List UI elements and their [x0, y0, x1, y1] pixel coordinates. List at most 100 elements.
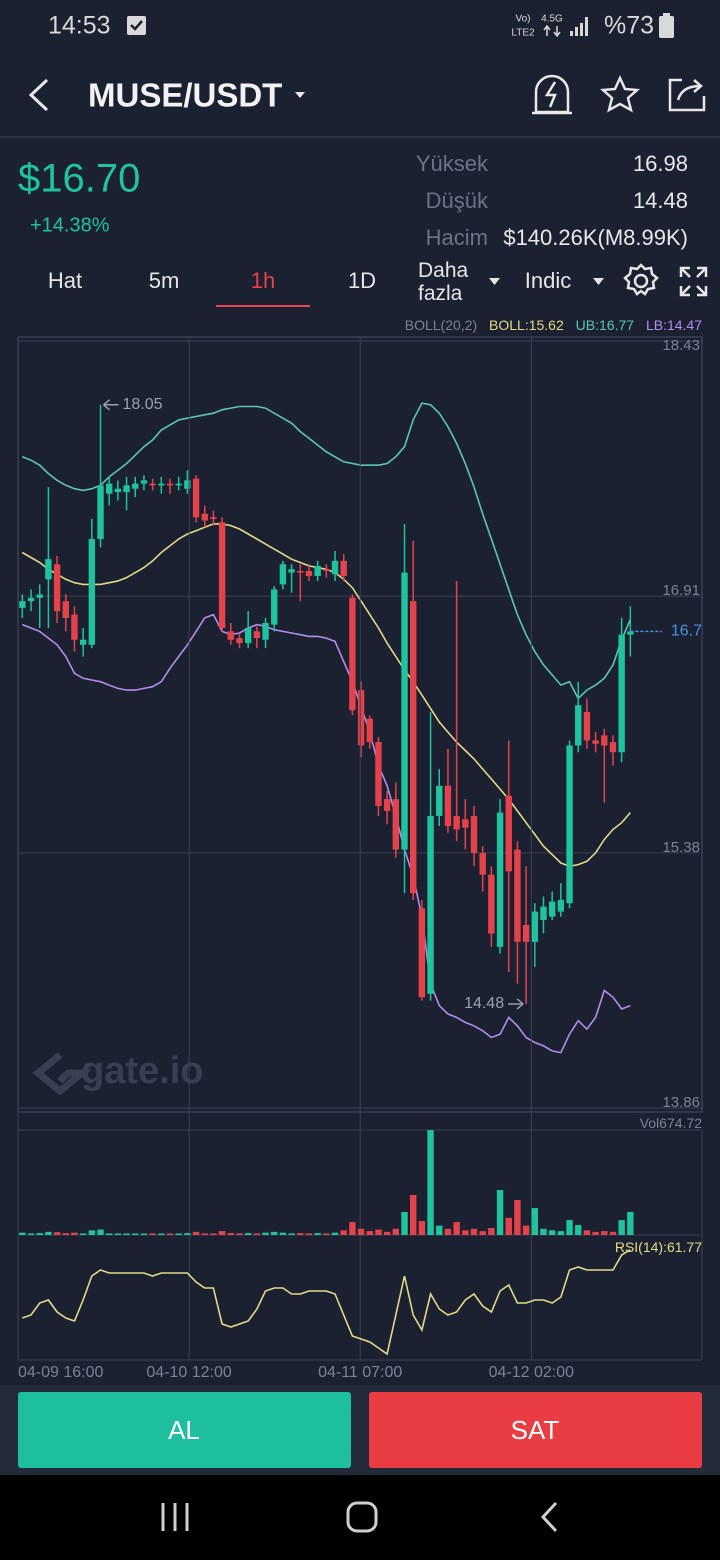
volume-bar: [314, 1233, 321, 1235]
nav-back[interactable]: [540, 1501, 558, 1533]
candle-body: [210, 517, 217, 519]
boll-name: BOLL(20,2): [405, 317, 477, 333]
status-arrows: [543, 24, 561, 38]
share-button[interactable]: [668, 78, 706, 112]
volume-bar: [627, 1211, 634, 1235]
boll-lower-label: LB:: [646, 317, 667, 333]
watermark-text: gate.io: [81, 1050, 203, 1092]
candle-body: [323, 569, 330, 571]
tab[interactable]: 1h: [251, 268, 275, 293]
candle-body: [366, 718, 373, 743]
candle-body: [314, 565, 321, 576]
volume-bar: [575, 1225, 582, 1235]
nav-home[interactable]: [346, 1501, 378, 1533]
y-tick-label: 18.43: [662, 337, 700, 354]
indic-dropdown[interactable]: [593, 278, 604, 285]
status-lte: LTE2: [511, 28, 535, 39]
candle-body: [192, 478, 200, 518]
volume-bar: [366, 1231, 373, 1235]
volume-bar: [132, 1233, 139, 1235]
candle-body: [462, 819, 469, 828]
volume-bar: [479, 1231, 486, 1235]
volume-bar: [305, 1233, 313, 1235]
volume-bar: [123, 1233, 130, 1235]
volume-bar: [149, 1233, 156, 1235]
candle-body: [479, 852, 486, 875]
stat-value: 14.48: [633, 188, 688, 213]
volume-bar: [540, 1228, 547, 1235]
candle-body: [470, 815, 478, 853]
volume-bar: [192, 1231, 200, 1235]
x-tick-label: 04-10 12:00: [146, 1364, 232, 1381]
stat-label: Yüksek: [416, 151, 489, 176]
candle-body: [392, 799, 400, 850]
volume-bar: [383, 1231, 391, 1235]
candle-body: [531, 911, 538, 942]
status-net: 4.5G: [541, 14, 563, 25]
candle-body: [71, 614, 78, 640]
volume-bar: [297, 1233, 304, 1235]
tab[interactable]: Indic: [525, 268, 571, 293]
candle-body: [601, 735, 608, 746]
watermark: gate.io: [32, 1050, 203, 1096]
volume-bar: [114, 1233, 122, 1235]
candle-body: [305, 570, 313, 576]
candle-body: [45, 559, 52, 580]
more-tab[interactable]: Daha fazla: [418, 259, 469, 305]
volume-bar: [427, 1130, 434, 1235]
battery-cap: [663, 13, 670, 17]
status-time: 14:53: [48, 12, 111, 40]
boll-upper: [22, 402, 632, 700]
volume-bar: [566, 1220, 573, 1235]
volume-bar: [496, 1190, 504, 1235]
volume-bar: [444, 1228, 452, 1235]
volume-bar: [253, 1233, 261, 1235]
candle-body: [514, 849, 521, 942]
volume-bar: [462, 1230, 469, 1235]
sell-label[interactable]: SAT: [511, 1415, 560, 1445]
tab[interactable]: 1D: [348, 268, 376, 293]
candle-body: [583, 711, 591, 741]
buy-button[interactable]: [18, 1392, 351, 1468]
candle-body: [357, 690, 365, 746]
ticker-stats: Yüksek 16.98 Düşük 14.48 Hacim $140.26K(M8.99…: [416, 151, 688, 250]
candle-body: [375, 742, 382, 806]
more-dropdown[interactable]: [489, 278, 500, 285]
y-tick-label: 13.86: [662, 1094, 700, 1111]
sell-button[interactable]: [369, 1392, 702, 1468]
nav-recents[interactable]: [161, 1503, 189, 1531]
settings-button[interactable]: [623, 263, 659, 296]
boll-legend: BOLL(20,2) BOLL:15.62 UB:16.77 LB:14.47: [405, 317, 702, 333]
volume-bar: [218, 1231, 226, 1235]
candle-body: [349, 597, 356, 711]
favorite-button[interactable]: [599, 74, 641, 113]
candle-body: [244, 627, 252, 644]
volume-bar: [140, 1233, 148, 1235]
alert-button[interactable]: [532, 74, 572, 115]
volume-bar: [323, 1233, 330, 1235]
tab[interactable]: Hat: [48, 268, 82, 293]
rsi-value: 61.77: [667, 1239, 702, 1255]
candle-body: [444, 785, 452, 827]
volume-bar: [375, 1229, 382, 1235]
candle-body: [279, 564, 287, 585]
pair-title[interactable]: MUSE/USDT: [88, 77, 282, 114]
candle-body: [175, 483, 182, 486]
fullscreen-button[interactable]: [679, 266, 708, 297]
volume-bar: [583, 1230, 591, 1235]
volume-bar: [210, 1233, 217, 1235]
pair-dropdown[interactable]: [295, 92, 305, 98]
volume-bar: [331, 1232, 339, 1235]
candle-body: [132, 483, 139, 489]
volume-bar: [357, 1228, 365, 1235]
volume-bar: [175, 1233, 182, 1235]
volume-bar: [19, 1232, 26, 1235]
candle-body: [488, 874, 495, 934]
stat-value: $140.26K(M8.99K): [503, 225, 688, 250]
candle-body: [401, 572, 408, 850]
tab[interactable]: 5m: [149, 268, 180, 293]
candle-body: [271, 589, 278, 625]
candle-body: [575, 705, 582, 746]
back-button[interactable]: [28, 78, 49, 112]
buy-label[interactable]: AL: [168, 1415, 200, 1445]
